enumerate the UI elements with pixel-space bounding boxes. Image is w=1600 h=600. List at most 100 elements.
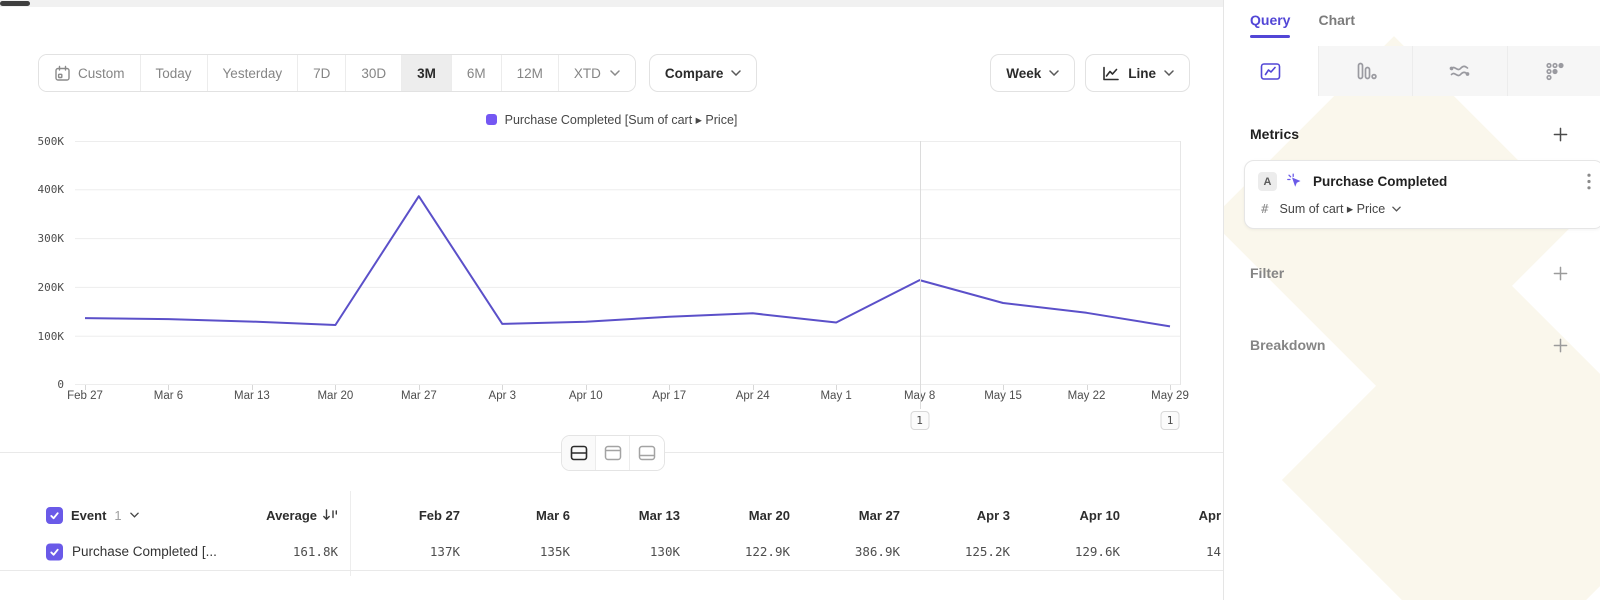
- range-button-yesterday[interactable]: Yesterday: [207, 55, 299, 91]
- table-header-row: Event 1 Average Feb 27 Mar 6 Mar 13 Mar 20 M…: [0, 497, 1223, 533]
- scroll-thumb[interactable]: [0, 1, 30, 6]
- aggregation-symbol: #: [1261, 201, 1269, 216]
- insights-report-tab[interactable]: [1224, 46, 1319, 96]
- calendar-icon: [54, 65, 71, 82]
- report-type-tabs: [1224, 46, 1600, 96]
- range-button-7d[interactable]: 7D: [298, 55, 347, 91]
- range-button-xtd[interactable]: XTD: [558, 55, 635, 91]
- split-view-toggle[interactable]: [562, 436, 596, 470]
- query-builder-panel: Query Chart: [1223, 0, 1600, 600]
- metric-menu-kebab-icon[interactable]: [1587, 173, 1591, 190]
- chart-toolbar: Custom Today Yesterday 7D 30D 3M 6M 12M XTD Comp…: [38, 54, 1190, 92]
- line-chart-plot[interactable]: [75, 141, 1181, 385]
- x-axis-tick: [251, 385, 253, 390]
- x-axis-tick-label: Apr 3: [488, 390, 517, 402]
- x-axis-tick: [1003, 385, 1005, 390]
- x-axis-tick-label: May 15: [984, 390, 1022, 402]
- date-column-header: Apr 3: [976, 507, 1010, 523]
- panel-tab-bar: Query Chart: [1250, 12, 1355, 38]
- insights-icon: [1259, 60, 1282, 83]
- retention-dots-icon: [1543, 60, 1566, 83]
- chart-type-button[interactable]: Line: [1085, 54, 1190, 92]
- x-axis-tick: [502, 385, 504, 390]
- compare-label: Compare: [664, 65, 724, 81]
- x-axis-tick-label: Feb 27: [67, 390, 103, 402]
- filter-section-header: Filter: [1250, 263, 1570, 283]
- metric-aggregation-selector[interactable]: # Sum of cart ▸ Price: [1261, 201, 1401, 216]
- interval-button[interactable]: Week: [990, 54, 1076, 92]
- x-axis-tick-label: May 29: [1151, 390, 1189, 402]
- x-axis: Feb 27 Mar 6 Mar 13 Mar 20 Mar 27 Apr 3 Apr 10…: [67, 385, 1189, 406]
- chart-display-controls: Week Line: [990, 54, 1190, 92]
- series-swatch: [485, 114, 497, 125]
- chevron-down-icon: [1392, 206, 1401, 212]
- metric-card[interactable]: A Purchase Completed # Sum of cart ▸ Pri…: [1244, 160, 1600, 229]
- date-range-group: Custom Today Yesterday 7D 30D 3M 6M 12M XTD: [38, 54, 636, 92]
- y-axis-tick-label: 300K: [37, 232, 65, 246]
- compare-button[interactable]: Compare: [648, 54, 758, 92]
- table-cell-value: 125.2K: [964, 544, 1010, 559]
- table-cell-value: 135K: [539, 544, 570, 559]
- add-filter-button[interactable]: [1550, 263, 1570, 283]
- y-axis: 0 100K 200K 300K 400K 500K: [0, 135, 65, 391]
- annotation-badge[interactable]: 1: [1160, 411, 1180, 430]
- range-button-6m[interactable]: 6M: [451, 55, 502, 91]
- funnels-report-tab[interactable]: [1318, 46, 1413, 96]
- bottom-panel-view-toggle[interactable]: [630, 436, 664, 470]
- x-axis-tick-label: Mar 27: [400, 390, 437, 402]
- x-axis-tick: [1170, 385, 1171, 390]
- aggregation-label: Sum of cart ▸ Price: [1279, 202, 1386, 216]
- range-button-custom[interactable]: Custom: [39, 55, 141, 91]
- chart-legend-item[interactable]: Purchase Completed [Sum of cart ▸ Price]: [0, 112, 1223, 127]
- y-axis-tick-label: 400K: [37, 183, 65, 197]
- event-count: 1: [114, 507, 122, 523]
- annotation-badge[interactable]: 1: [910, 411, 930, 430]
- table-cell-value: 386.9K: [854, 544, 900, 559]
- average-column-header[interactable]: Average: [200, 497, 338, 533]
- tab-chart[interactable]: Chart: [1318, 12, 1356, 28]
- metric-event-name[interactable]: Purchase Completed: [1313, 174, 1448, 189]
- select-all-checkbox[interactable]: [46, 506, 63, 524]
- y-axis-tick-label: 0: [57, 378, 64, 391]
- chevron-down-icon: [731, 70, 742, 76]
- row-checkbox[interactable]: [46, 543, 63, 560]
- table-cell-value: 130K: [649, 544, 680, 559]
- event-column-header[interactable]: Event 1: [46, 497, 139, 533]
- x-axis-tick-label: Mar 20: [317, 390, 354, 402]
- table-cell-value: 122.9K: [744, 544, 790, 559]
- retention-report-tab[interactable]: [1507, 46, 1600, 96]
- x-axis-tick: [418, 385, 420, 390]
- chevron-down-icon: [129, 512, 139, 518]
- x-axis-tick-label: May 8: [903, 390, 936, 402]
- row-series-name: Purchase Completed [...: [72, 544, 217, 559]
- chevron-down-icon: [1164, 70, 1174, 76]
- table-row[interactable]: Purchase Completed [... 161.8K 137K 135K 1…: [0, 533, 1223, 571]
- x-axis-tick-label: May 22: [1067, 390, 1106, 402]
- bar-chart-icon: [1354, 60, 1377, 83]
- add-metric-button[interactable]: [1550, 124, 1570, 144]
- chevron-down-icon: [610, 70, 620, 76]
- flows-report-tab[interactable]: [1413, 46, 1508, 96]
- x-axis-tick: [836, 385, 838, 390]
- x-axis-tick: [669, 385, 671, 390]
- annotation-line: [920, 141, 921, 409]
- x-axis-tick: [335, 385, 337, 390]
- add-breakdown-button[interactable]: [1550, 335, 1570, 355]
- row-date-values: 137K 135K 130K 122.9K 386.9K 125.2K 129.6K 14: [350, 533, 1223, 570]
- x-axis-tick: [1086, 385, 1088, 390]
- series-label: Purchase Completed [Sum of cart ▸ Price]: [504, 113, 738, 127]
- range-button-12m[interactable]: 12M: [501, 55, 559, 91]
- table-cell-value: 129.6K: [1074, 544, 1120, 559]
- date-column-header: Feb 27: [418, 507, 460, 523]
- y-axis-tick-label: 200K: [37, 280, 65, 294]
- metric-letter-badge: A: [1258, 172, 1277, 191]
- top-panel-view-toggle[interactable]: [596, 436, 630, 470]
- range-button-30d[interactable]: 30D: [346, 55, 403, 91]
- x-axis-tick-label: Apr 10: [568, 390, 603, 402]
- series-line: [84, 195, 1171, 328]
- range-button-3m[interactable]: 3M: [402, 55, 452, 91]
- layout-toggle-group: [561, 435, 665, 471]
- tab-query[interactable]: Query: [1250, 12, 1291, 38]
- range-button-today[interactable]: Today: [140, 55, 208, 91]
- event-spark-icon: [1286, 173, 1304, 191]
